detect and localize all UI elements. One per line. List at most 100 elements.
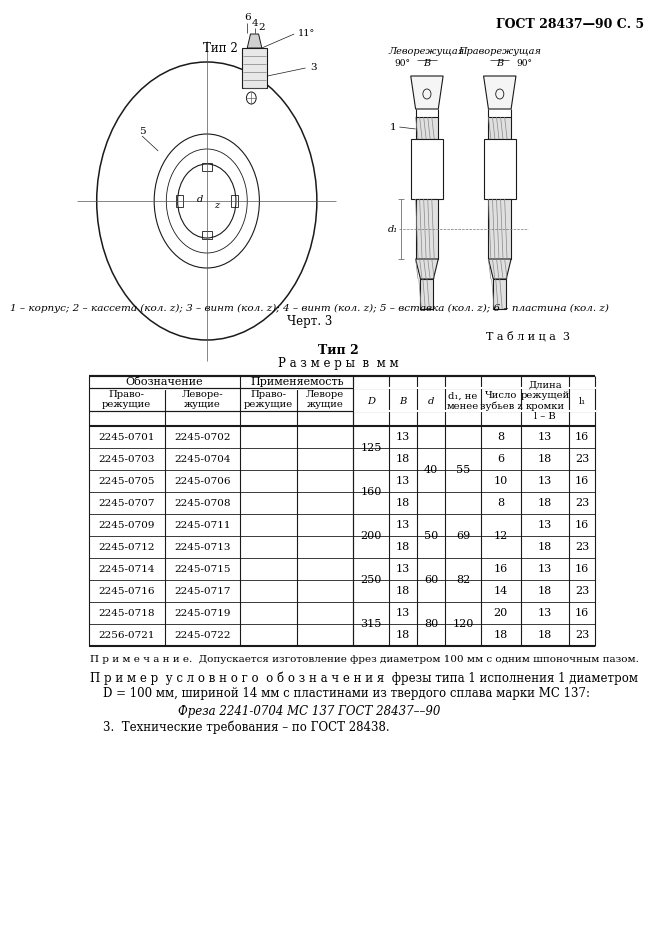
- Text: Обозначение: Обозначение: [126, 377, 204, 387]
- Bar: [488, 117, 511, 139]
- Text: 16: 16: [575, 608, 589, 618]
- Text: 13: 13: [396, 608, 410, 618]
- Text: 2245-0722: 2245-0722: [175, 631, 231, 639]
- Text: D = 100 мм, шириной 14 мм с пластинами из твердого сплава марки МС 137:: D = 100 мм, шириной 14 мм с пластинами и…: [103, 688, 590, 700]
- Text: 13: 13: [538, 520, 552, 530]
- Text: 18: 18: [396, 542, 410, 552]
- Text: 2245-0701: 2245-0701: [98, 432, 155, 442]
- Text: Фреза 2241-0704 МС 137 ГОСТ 28437––90: Фреза 2241-0704 МС 137 ГОСТ 28437––90: [178, 705, 441, 718]
- Text: 2: 2: [258, 23, 265, 33]
- Text: ГОСТ 28437—90 С. 5: ГОСТ 28437—90 С. 5: [496, 18, 644, 31]
- Text: B: B: [496, 58, 503, 67]
- Text: 2245-0715: 2245-0715: [175, 564, 231, 574]
- Text: d: d: [428, 397, 434, 405]
- Polygon shape: [484, 76, 516, 109]
- Text: 18: 18: [396, 498, 410, 508]
- Text: Праворежущая: Праворежущая: [458, 47, 541, 55]
- Text: П р и м е ч а н и е.  Допускается изготовление фрез диаметром 100 мм с одним шпо: П р и м е ч а н и е. Допускается изготов…: [91, 655, 639, 665]
- Bar: [493, 279, 506, 309]
- Text: 18: 18: [396, 586, 410, 596]
- Text: 200: 200: [360, 531, 382, 541]
- Text: 18: 18: [396, 454, 410, 464]
- Text: 90°: 90°: [516, 60, 532, 68]
- Text: Р а з м е р ы  в  м м: Р а з м е р ы в м м: [278, 357, 398, 370]
- Text: 3.  Технические требования – по ГОСТ 28438.: 3. Технические требования – по ГОСТ 2843…: [103, 720, 390, 734]
- Text: 12: 12: [494, 531, 508, 541]
- Text: B: B: [423, 58, 430, 67]
- Text: 18: 18: [494, 630, 508, 640]
- Text: 2245-0709: 2245-0709: [98, 520, 155, 530]
- Text: 16: 16: [575, 476, 589, 486]
- Text: 55: 55: [455, 465, 470, 475]
- Text: 13: 13: [396, 564, 410, 574]
- Text: 8: 8: [497, 498, 504, 508]
- Text: 2245-0707: 2245-0707: [98, 499, 155, 507]
- Text: Число
зубьев z: Число зубьев z: [479, 391, 522, 411]
- Text: Тип 2: Тип 2: [317, 344, 358, 357]
- Text: 13: 13: [396, 432, 410, 442]
- Text: 23: 23: [575, 498, 589, 508]
- Text: 120: 120: [452, 619, 473, 629]
- Text: 23: 23: [575, 586, 589, 596]
- Text: 2245-0717: 2245-0717: [175, 587, 231, 595]
- Text: 18: 18: [538, 454, 552, 464]
- Bar: [202, 163, 212, 171]
- Text: Т а б л и ц а  3: Т а б л и ц а 3: [486, 330, 570, 342]
- Text: B: B: [399, 397, 407, 405]
- Text: 82: 82: [455, 575, 470, 585]
- Text: Черт. 3: Черт. 3: [287, 315, 332, 329]
- Bar: [484, 139, 516, 199]
- Text: Леворе
жущие: Леворе жущие: [306, 389, 344, 409]
- Polygon shape: [243, 48, 266, 88]
- Polygon shape: [410, 76, 443, 109]
- Text: 2245-0704: 2245-0704: [175, 455, 231, 463]
- Text: 11°: 11°: [297, 30, 315, 38]
- Text: 13: 13: [396, 476, 410, 486]
- Text: 3: 3: [310, 64, 317, 72]
- Text: d₁: d₁: [388, 225, 398, 233]
- Text: Право-
режущие: Право- режущие: [102, 389, 151, 409]
- Bar: [176, 195, 182, 207]
- Text: 8: 8: [497, 432, 504, 442]
- Text: 2245-0716: 2245-0716: [98, 587, 155, 595]
- Bar: [416, 199, 438, 259]
- Text: П р и м е р  у с л о в н о г о  о б о з н а ч е н и я  фрезы типа 1 исполнения 1: П р и м е р у с л о в н о г о о б о з н …: [91, 671, 639, 685]
- Text: d₁, не
менее: d₁, не менее: [447, 391, 479, 411]
- Text: 18: 18: [538, 498, 552, 508]
- Text: 23: 23: [575, 542, 589, 552]
- Text: 315: 315: [360, 619, 382, 629]
- Bar: [202, 231, 212, 239]
- Text: 2245-0703: 2245-0703: [98, 455, 155, 463]
- Text: 6: 6: [497, 454, 504, 464]
- Text: Тип 2: Тип 2: [203, 41, 238, 54]
- Text: 14: 14: [494, 586, 508, 596]
- Text: Леворе-
жущие: Леворе- жущие: [182, 389, 223, 409]
- Bar: [420, 279, 434, 309]
- Text: 13: 13: [538, 608, 552, 618]
- Bar: [488, 199, 511, 259]
- Text: Длина
режущей
кромки
l – B: Длина режущей кромки l – B: [520, 381, 570, 421]
- Text: 2245-0719: 2245-0719: [175, 608, 231, 618]
- Text: 18: 18: [396, 630, 410, 640]
- Text: Право-
режущие: Право- режущие: [244, 389, 293, 409]
- Polygon shape: [247, 34, 262, 48]
- Text: 18: 18: [538, 586, 552, 596]
- Text: 2245-0712: 2245-0712: [98, 543, 155, 551]
- Text: 250: 250: [360, 575, 382, 585]
- Bar: [416, 117, 438, 139]
- Polygon shape: [416, 259, 438, 279]
- Text: 60: 60: [424, 575, 438, 585]
- Text: 2245-0718: 2245-0718: [98, 608, 155, 618]
- Text: 18: 18: [538, 630, 552, 640]
- Bar: [231, 195, 237, 207]
- Text: 13: 13: [538, 564, 552, 574]
- Text: l₁: l₁: [578, 397, 586, 405]
- Text: 160: 160: [360, 487, 382, 497]
- Text: 16: 16: [575, 432, 589, 442]
- Text: 2245-0714: 2245-0714: [98, 564, 155, 574]
- Text: 13: 13: [538, 432, 552, 442]
- Text: 69: 69: [455, 531, 470, 541]
- Text: 23: 23: [575, 630, 589, 640]
- Text: 125: 125: [360, 443, 382, 453]
- Text: 2245-0706: 2245-0706: [175, 476, 231, 486]
